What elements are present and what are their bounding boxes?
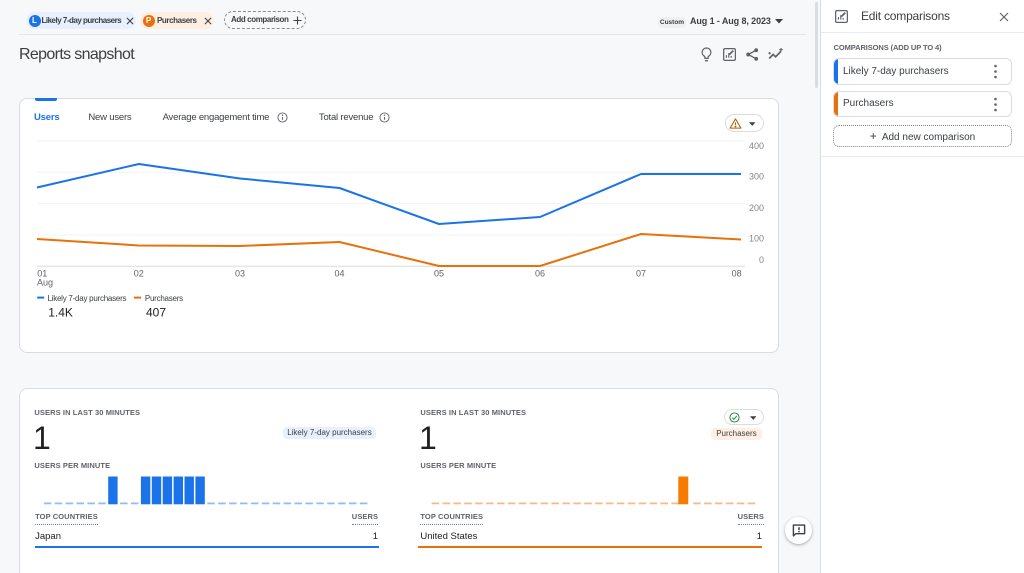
svg-text:100: 100 [749,234,764,244]
svg-text:01: 01 [37,269,47,279]
svg-text:407: 407 [146,305,166,319]
svg-text:400: 400 [749,141,764,151]
svg-text:Likely 7-day purchasers: Likely 7-day purchasers [48,294,127,303]
svg-text:Aug: Aug [37,278,53,288]
svg-text:04: 04 [334,269,344,279]
svg-text:06: 06 [535,269,545,279]
svg-text:05: 05 [434,269,444,279]
svg-text:07: 07 [636,269,646,279]
svg-text:08: 08 [732,269,742,279]
svg-text:Purchasers: Purchasers [145,294,183,303]
svg-text:02: 02 [134,269,144,279]
svg-text:03: 03 [235,269,245,279]
svg-text:0: 0 [759,255,764,265]
svg-text:200: 200 [749,203,764,213]
svg-text:1.4K: 1.4K [48,305,73,319]
svg-text:300: 300 [749,172,764,182]
